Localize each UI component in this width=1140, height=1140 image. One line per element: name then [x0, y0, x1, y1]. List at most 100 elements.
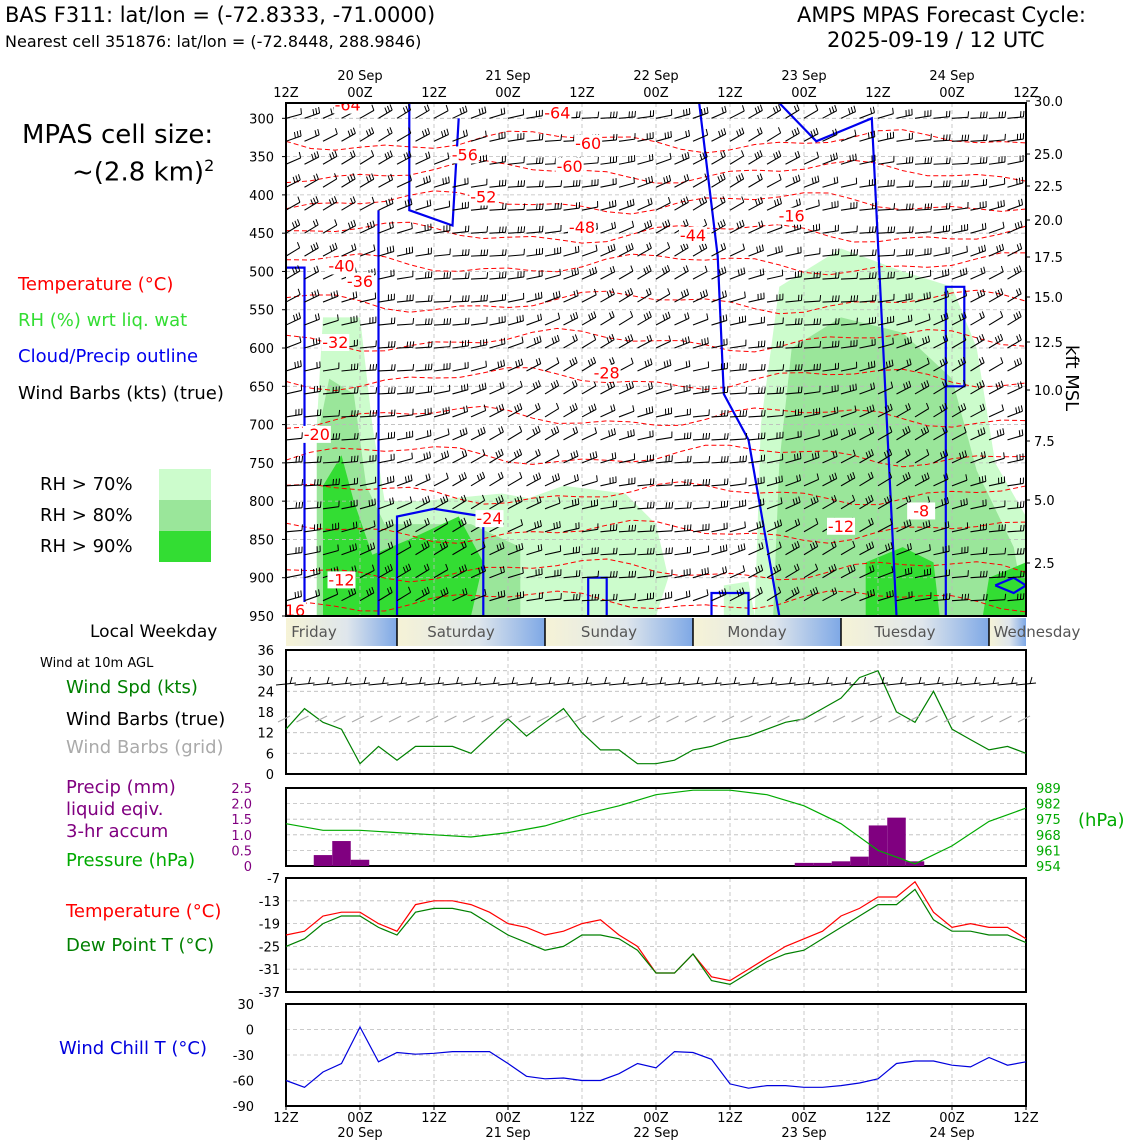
top-date-label: 20 Sep	[337, 69, 382, 84]
wind-barb-flag	[461, 542, 465, 549]
wind-barb	[655, 114, 672, 119]
wind-barb-flag	[778, 541, 782, 548]
wind-barb-grid	[333, 715, 346, 723]
wind-barb-flag	[1018, 265, 1022, 272]
rh-region	[323, 455, 484, 616]
wind-barb-flag	[704, 173, 708, 180]
wind-barb	[988, 457, 1005, 464]
wind-barb-flag	[501, 226, 504, 233]
wind-barb-flag	[611, 288, 615, 295]
wind-barb-flag	[366, 176, 370, 183]
wind-barb-flag	[627, 335, 631, 342]
wind-barb	[692, 112, 709, 119]
wind-barb-flag	[630, 357, 634, 364]
wind-barb-flag	[979, 111, 982, 118]
wind-barb	[988, 139, 1005, 142]
wind-tick-label: 18	[257, 706, 274, 721]
temperature-contour-label: -60	[557, 157, 583, 176]
precip-label-2: liquid eqiv.	[66, 799, 164, 820]
wind-barb-flag	[944, 426, 948, 433]
wind-barb-flag	[478, 108, 481, 115]
wind-barb-flag	[706, 313, 709, 320]
wind-barb-flag	[852, 494, 856, 501]
wind-barb-flag	[721, 291, 725, 298]
wind-barb-flag	[962, 268, 965, 275]
wind-barb-flag	[927, 496, 931, 503]
wind-barb	[970, 552, 987, 556]
wind-barb	[378, 202, 394, 211]
wind-barb-flag	[560, 134, 563, 141]
wind-barb-flag	[368, 174, 372, 181]
wind-barb	[378, 179, 393, 188]
wind-barb	[877, 477, 892, 487]
wind-barb-flag	[976, 383, 980, 390]
wind-barb-flag	[855, 153, 857, 160]
wind-barb	[489, 299, 506, 303]
wind-barb-flag	[830, 519, 835, 526]
wind-barb-flag	[1003, 199, 1005, 206]
wind-barb-flag	[794, 519, 798, 526]
wind-barb-flag	[832, 153, 836, 160]
wind-barb-flag	[575, 111, 578, 118]
subtitle-left: Nearest cell 351876: lat/lon = (-72.8448…	[5, 32, 422, 51]
wind-barb	[803, 456, 820, 464]
wind-barb-grid	[351, 715, 365, 723]
wind-barb	[286, 595, 302, 602]
wind-barb	[452, 207, 469, 211]
wind-barb-flag	[368, 270, 371, 277]
wind-barb-flag	[811, 453, 814, 460]
wind-barb	[877, 431, 893, 441]
wind-speed-line	[285, 669, 1027, 765]
wind-barb	[581, 116, 599, 119]
wind-barb	[1025, 117, 1026, 119]
wind-barb	[1025, 600, 1026, 601]
wind-barb-flag	[720, 220, 724, 227]
wind-barb-flag	[943, 313, 946, 320]
wind-barb	[766, 346, 784, 349]
wind-barb-flag	[794, 364, 797, 371]
wind-barb-flag	[645, 289, 650, 296]
wind-barb-flag	[375, 387, 378, 394]
wind-barb-flag	[904, 450, 909, 457]
wind-barb-flag	[782, 364, 785, 371]
wind-barb-flag	[406, 519, 410, 526]
wind-barb	[674, 317, 690, 326]
wind-barb	[951, 251, 968, 257]
wind-barb	[729, 345, 746, 349]
wind-barb-flag	[662, 222, 666, 229]
wind-barb-flag	[559, 268, 561, 275]
wind-barb	[563, 339, 578, 349]
wind-barb	[748, 437, 765, 441]
wind-barb-flag	[1016, 244, 1020, 251]
temperature-contour	[286, 221, 1026, 244]
cross-section-plot: -64-68-64-60-60-56-52-48 -44-40-36-32-28-…	[286, 103, 1026, 616]
temperature-contour-label: -12	[828, 517, 854, 536]
wind-barb-flag	[977, 291, 980, 298]
wind-barb	[563, 116, 580, 119]
wind-barb	[692, 201, 707, 211]
wind-barb-flag	[466, 383, 469, 390]
wind-barb-flag	[850, 565, 853, 572]
wind-barb-flag	[884, 406, 888, 413]
wind-barb-flag	[794, 152, 798, 159]
wind-barb-flag	[353, 455, 356, 462]
wind-barb	[341, 592, 356, 602]
wind-barb-flag	[780, 221, 783, 228]
wind-barb-flag	[294, 362, 297, 369]
wind-barb-flag	[702, 433, 705, 440]
wind-barb	[359, 504, 376, 510]
wind-barb	[933, 550, 950, 556]
wind-barb-flag	[981, 452, 984, 459]
temp-tick-label: -19	[259, 918, 280, 933]
wind-barb-flag	[446, 318, 449, 325]
wind-barb-flag	[1011, 676, 1014, 685]
wind-barb-flag	[834, 128, 838, 135]
wind-barb-flag	[775, 565, 779, 572]
wind-barb	[396, 252, 413, 257]
wind-barb-flag	[646, 312, 650, 319]
wind-barb-flag	[520, 519, 523, 526]
wind-barb	[674, 135, 690, 142]
wind-barb	[711, 571, 727, 579]
wind-barb-flag	[355, 291, 358, 298]
wind-barb-flag	[612, 547, 615, 554]
